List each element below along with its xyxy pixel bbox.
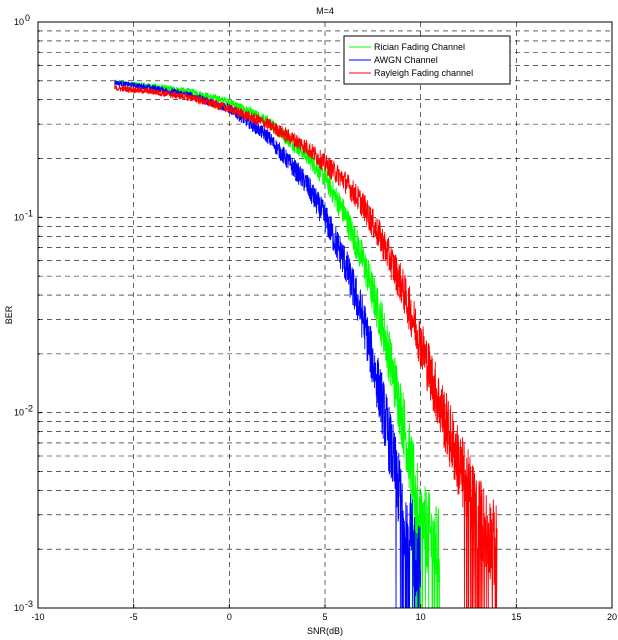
series-group: [114, 79, 498, 609]
y-tick-exponent: -3: [25, 599, 33, 609]
y-tick-label: 10: [14, 212, 24, 222]
series-line-2: [114, 84, 498, 609]
x-tick-label: 20: [607, 612, 617, 622]
x-tick-label: -10: [31, 612, 44, 622]
y-tick-label: 10: [14, 17, 24, 27]
x-tick-label: 0: [227, 612, 232, 622]
x-tick-label: -5: [130, 612, 138, 622]
x-tick-label: 15: [511, 612, 521, 622]
y-tick-label: 10: [14, 408, 24, 418]
x-tick-label: 5: [322, 612, 327, 622]
y-axis-label: BER: [4, 305, 14, 324]
x-tick-label: 10: [416, 612, 426, 622]
legend-label-1: AWGN Channel: [374, 55, 438, 65]
legend-box: [343, 35, 511, 85]
legend-label-0: Rician Fading Channel: [374, 42, 465, 52]
y-tick-label: 10: [14, 603, 24, 613]
series-line-1: [114, 79, 422, 609]
chart-title: M=4: [316, 6, 334, 16]
y-tick-exponent: -1: [25, 208, 33, 218]
x-axis-label: SNR(dB): [307, 626, 343, 636]
legend: Rician Fading Channel AWGN Channel Rayleig…: [343, 35, 511, 85]
y-tick-exponent: -2: [25, 404, 33, 414]
y-tick-exponent: 0: [25, 13, 30, 23]
legend-label-2: Rayleigh Fading channel: [374, 68, 473, 78]
